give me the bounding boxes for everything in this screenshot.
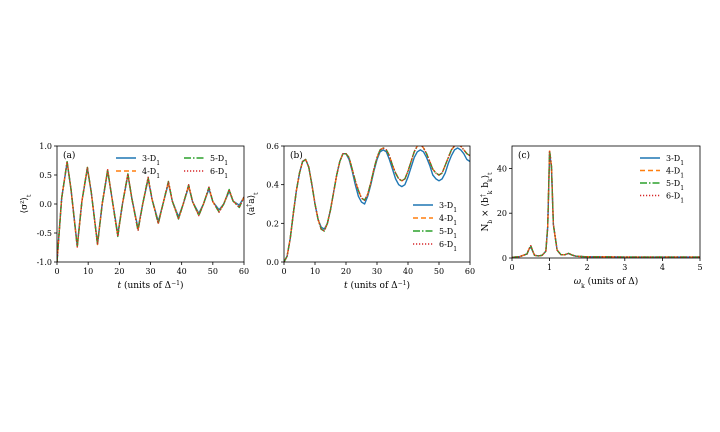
x-tick-label: 50 — [434, 267, 444, 276]
y-tick-label: 0 — [502, 254, 507, 263]
y-axis-label: ⟨a†a⟩t — [246, 192, 260, 216]
y-tick-label: 0.0 — [266, 258, 279, 267]
y-tick-label: 20 — [497, 209, 507, 218]
x-tick-label: 0 — [54, 267, 59, 276]
series-group — [512, 149, 700, 258]
series-line-5-d1 — [57, 160, 244, 262]
series-line-6-d1 — [284, 146, 470, 262]
panel-c: 0 1 2 3 4 5 0 20 40 (c) ωk (units of Δ) Nb × ⟨b†k b… — [480, 145, 703, 290]
x-tick-label: 5 — [697, 263, 702, 272]
legend-label: 4-D1 — [666, 167, 684, 180]
x-tick-label: 20 — [114, 267, 124, 276]
x-tick-label: 10 — [310, 267, 320, 276]
series-line-6-d1 — [512, 149, 700, 258]
legend-label: 3-D1 — [666, 154, 684, 167]
x-tick-label: 40 — [177, 267, 187, 276]
y-tick-label: 0.2 — [266, 219, 279, 228]
legend-label: 4-D1 — [142, 167, 160, 180]
panel-a: 0 10 20 30 40 50 60 -1.0 -0.5 0.0 0.5 1.0 (a) t (unit… — [19, 142, 250, 291]
series-group — [57, 160, 244, 262]
y-tick-label: 1.0 — [39, 142, 52, 151]
legend-label: 6-D1 — [210, 167, 228, 180]
x-tick-label: 4 — [660, 263, 665, 272]
legend-label: 6-D1 — [666, 192, 684, 205]
legend: 3-D14-D15-D16-D1 — [413, 201, 457, 253]
y-axis-label: Nb × ⟨b†k bk⟩t — [480, 172, 494, 232]
x-tick-label: 60 — [465, 267, 475, 276]
y-tick-label: -1.0 — [37, 258, 52, 267]
x-tick-label: 0 — [281, 267, 286, 276]
legend-label: 3-D1 — [142, 154, 160, 167]
series-line-5-d1 — [512, 149, 700, 258]
panel-label: (c) — [518, 150, 530, 161]
series-group — [284, 146, 470, 262]
x-tick-label: 20 — [341, 267, 351, 276]
x-tick-label: 30 — [145, 267, 155, 276]
legend-label: 3-D1 — [439, 201, 457, 214]
panel-b: 0 10 20 30 40 50 60 0.0 0.2 0.4 0.6 (b) t (units of … — [246, 142, 476, 291]
series-line-6-d1 — [57, 160, 244, 262]
legend: 3-D14-D15-D16-D1 — [640, 154, 684, 204]
legend-label: 5-D1 — [210, 154, 228, 167]
y-tick-label: 0.4 — [266, 181, 279, 190]
y-axis-label: ⟨σz⟩t — [19, 194, 33, 213]
y-tick-label: 40 — [497, 164, 507, 173]
y-tick-label: 0.0 — [39, 200, 52, 209]
legend-label: 6-D1 — [439, 240, 457, 253]
legend-label: 4-D1 — [439, 214, 457, 227]
plot-frame — [511, 145, 701, 259]
x-tick-label: 10 — [83, 267, 93, 276]
x-tick-label: 30 — [372, 267, 382, 276]
y-tick-label: -0.5 — [37, 229, 52, 238]
legend: 3-D1 5-D1 4-D1 6-D1 — [116, 154, 228, 180]
x-tick-label: 0 — [509, 263, 514, 272]
x-tick-label: 3 — [622, 263, 627, 272]
panel-label: (a) — [63, 150, 75, 161]
x-tick-label: 40 — [403, 267, 413, 276]
y-tick-label: 0.6 — [266, 142, 279, 151]
x-tick-label: 50 — [208, 267, 218, 276]
series-line-3-d1 — [57, 161, 244, 262]
x-axis-label: t (units of Δ−1) — [117, 280, 183, 292]
legend-label: 5-D1 — [439, 227, 457, 240]
x-tick-label: 1 — [547, 263, 552, 272]
plot-frame — [56, 145, 245, 263]
series-line-4-d1 — [57, 160, 244, 262]
x-axis-label: t (units of Δ−1) — [344, 280, 410, 292]
y-tick-label: 0.5 — [39, 171, 52, 180]
x-tick-label: 60 — [239, 267, 249, 276]
legend-label: 5-D1 — [666, 179, 684, 192]
x-axis-label: ωk (units of Δ) — [574, 276, 639, 290]
panel-label: (b) — [290, 150, 303, 161]
x-tick-label: 2 — [585, 263, 590, 272]
